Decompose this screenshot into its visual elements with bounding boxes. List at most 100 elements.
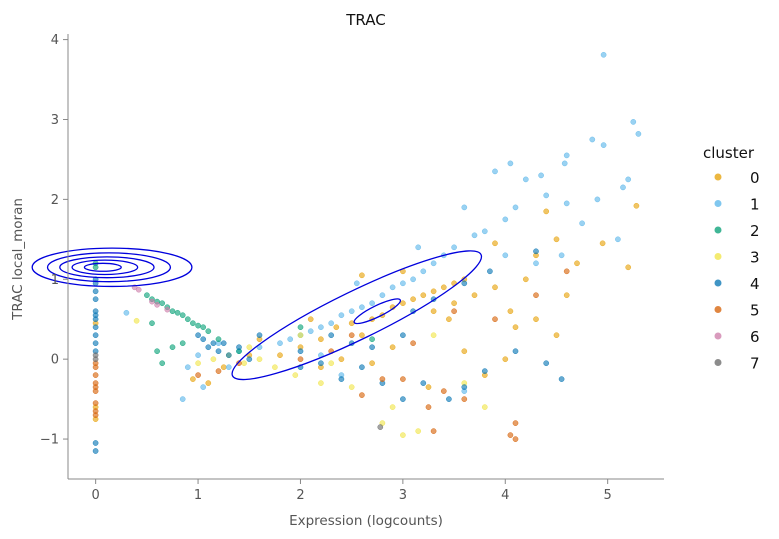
data-point-cluster-1 xyxy=(512,204,519,211)
data-point-cluster-1 xyxy=(287,336,294,343)
data-point-cluster-1 xyxy=(461,204,468,211)
data-point-cluster-2 xyxy=(205,328,212,335)
data-point-cluster-0 xyxy=(574,260,580,267)
data-point-cluster-0 xyxy=(410,296,416,303)
data-point-cluster-1 xyxy=(415,244,422,251)
legend-label-3: 3 xyxy=(750,249,760,267)
data-point-cluster-5 xyxy=(92,364,99,371)
data-point-cluster-3 xyxy=(400,432,406,438)
data-point-cluster-0 xyxy=(492,284,498,291)
data-point-cluster-0 xyxy=(522,276,529,283)
data-point-cluster-0 xyxy=(430,308,437,315)
data-point-cluster-0 xyxy=(338,356,345,363)
data-point-cluster-5 xyxy=(195,372,201,378)
data-point-cluster-5 xyxy=(92,412,99,418)
data-point-cluster-1 xyxy=(538,172,544,179)
legend-label-0: 0 xyxy=(750,169,760,187)
legend-title: cluster xyxy=(703,144,755,162)
data-point-cluster-4 xyxy=(446,396,452,402)
data-point-cluster-4 xyxy=(543,360,550,367)
data-point-cluster-1 xyxy=(389,284,396,291)
data-point-cluster-1 xyxy=(615,236,621,243)
data-point-cluster-5 xyxy=(379,376,386,382)
data-point-cluster-1 xyxy=(451,244,457,251)
legend-label-4: 4 xyxy=(750,275,760,293)
data-point-cluster-5 xyxy=(512,436,519,442)
data-point-cluster-2 xyxy=(144,292,150,299)
data-point-cluster-1 xyxy=(563,200,570,207)
y-tick-label: 3 xyxy=(51,113,59,128)
data-point-cluster-0 xyxy=(599,240,606,247)
data-point-cluster-5 xyxy=(410,340,416,347)
data-point-cluster-4 xyxy=(92,448,99,454)
y-tick-label: 2 xyxy=(51,193,59,208)
data-point-cluster-3 xyxy=(246,344,253,351)
data-point-cluster-5 xyxy=(92,372,99,378)
data-point-cluster-0 xyxy=(359,272,365,279)
data-point-cluster-0 xyxy=(543,208,550,215)
density-contour xyxy=(46,252,172,283)
data-point-cluster-0 xyxy=(318,336,324,343)
data-point-cluster-0 xyxy=(220,364,227,371)
data-point-cluster-2 xyxy=(184,316,191,323)
data-point-cluster-1 xyxy=(379,292,386,299)
data-point-cluster-1 xyxy=(348,308,355,315)
x-tick-label: 2 xyxy=(296,488,304,503)
data-point-cluster-4 xyxy=(195,332,201,339)
data-point-cluster-3 xyxy=(195,360,201,367)
data-point-cluster-4 xyxy=(92,340,99,347)
data-point-cluster-6 xyxy=(154,301,160,308)
data-point-cluster-6 xyxy=(164,306,171,313)
density-contour xyxy=(71,259,139,276)
data-point-cluster-1 xyxy=(507,160,514,167)
data-point-cluster-1 xyxy=(338,312,345,319)
data-point-cluster-4 xyxy=(369,344,375,351)
data-point-cluster-1 xyxy=(400,280,406,287)
data-point-cluster-4 xyxy=(246,356,253,363)
data-point-cluster-4 xyxy=(92,316,99,323)
data-point-cluster-1 xyxy=(563,152,570,159)
data-point-cluster-2 xyxy=(179,312,186,319)
data-point-cluster-3 xyxy=(256,356,263,363)
data-point-cluster-5 xyxy=(492,316,498,323)
data-point-cluster-3 xyxy=(297,332,304,339)
data-point-cluster-5 xyxy=(430,428,437,434)
x-tick-label: 0 xyxy=(92,488,100,503)
data-point-cluster-4 xyxy=(461,280,468,287)
data-point-cluster-3 xyxy=(272,364,278,371)
data-point-cluster-4 xyxy=(210,340,217,347)
data-point-cluster-4 xyxy=(220,340,227,347)
data-point-cluster-4 xyxy=(558,376,565,382)
data-point-cluster-1 xyxy=(533,260,539,267)
data-point-cluster-5 xyxy=(348,332,355,339)
data-point-cluster-0 xyxy=(446,316,452,323)
data-point-cluster-1 xyxy=(600,142,607,148)
data-point-cluster-4 xyxy=(225,352,232,359)
data-point-cluster-2 xyxy=(179,340,186,347)
legend-label-7: 7 xyxy=(750,355,760,373)
data-point-cluster-0 xyxy=(492,240,498,247)
data-point-cluster-4 xyxy=(487,268,493,275)
data-point-cluster-1 xyxy=(328,320,335,327)
legend-swatch-7 xyxy=(714,359,722,366)
data-point-cluster-1 xyxy=(579,220,585,227)
data-point-cluster-0 xyxy=(553,332,560,339)
data-point-cluster-5 xyxy=(563,268,570,275)
data-point-cluster-1 xyxy=(558,252,565,259)
data-point-cluster-3 xyxy=(292,372,299,378)
y-tick-label: 1 xyxy=(51,273,59,288)
legend-label-5: 5 xyxy=(750,302,760,320)
data-point-cluster-0 xyxy=(440,284,447,291)
data-point-cluster-1 xyxy=(195,352,201,359)
data-point-cluster-5 xyxy=(359,392,365,398)
data-point-cluster-1 xyxy=(635,131,642,137)
data-point-cluster-5 xyxy=(297,356,304,363)
legend-swatch-5 xyxy=(714,306,722,313)
data-point-cluster-3 xyxy=(348,384,355,390)
data-point-cluster-4 xyxy=(92,296,99,303)
data-point-cluster-0 xyxy=(205,380,212,386)
data-point-cluster-1 xyxy=(359,304,365,311)
data-point-cluster-0 xyxy=(333,324,340,331)
data-point-cluster-4 xyxy=(200,336,207,343)
